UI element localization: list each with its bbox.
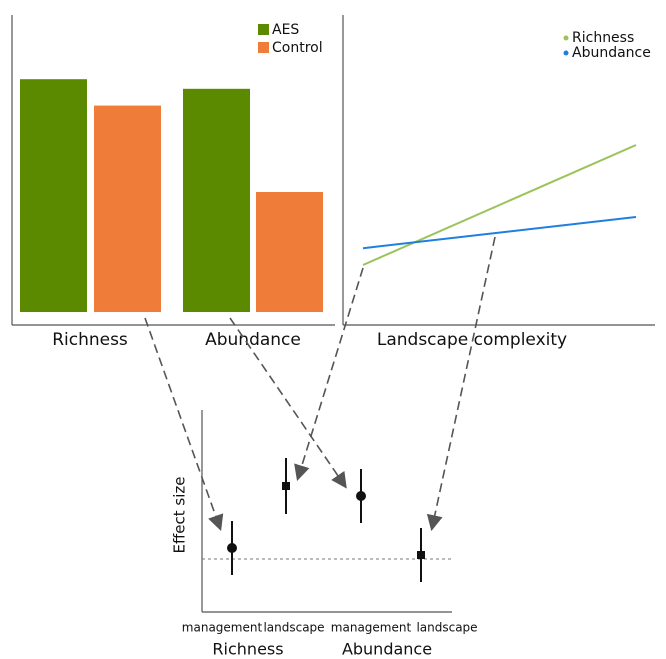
- legend-label: Richness: [572, 30, 634, 46]
- arrow: [426, 236, 496, 532]
- point: [356, 491, 366, 501]
- point: [227, 543, 237, 553]
- legend-swatch: [258, 42, 269, 53]
- arrow: [294, 267, 364, 482]
- y-axis-label: Effect size: [171, 476, 189, 553]
- category-label: landscape: [416, 621, 477, 635]
- line: [362, 216, 637, 250]
- legend-marker: [563, 35, 569, 41]
- bar: [94, 105, 161, 312]
- group-label: Abundance: [342, 640, 432, 659]
- bar: [183, 88, 250, 312]
- bar: [256, 192, 323, 312]
- legend-marker: [563, 50, 569, 56]
- category-label: Richness: [52, 330, 128, 350]
- legend-swatch: [258, 24, 269, 35]
- group-label: Richness: [212, 640, 283, 659]
- arrow: [229, 317, 347, 489]
- legend-label: Control: [272, 40, 323, 56]
- bar: [20, 79, 87, 312]
- point: [417, 551, 425, 559]
- arrow: [144, 317, 224, 532]
- category-label: Abundance: [205, 330, 301, 350]
- legend-label: Abundance: [572, 45, 651, 61]
- category-label: management: [331, 621, 412, 635]
- line: [362, 144, 637, 266]
- category-label: management: [182, 621, 263, 635]
- legend-label: AES: [272, 22, 299, 38]
- point: [282, 482, 290, 490]
- category-label: landscape: [263, 621, 324, 635]
